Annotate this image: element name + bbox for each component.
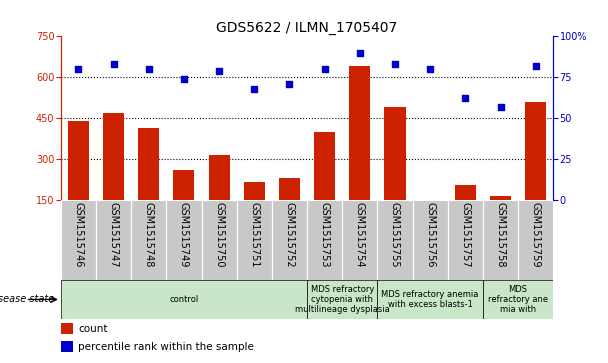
- Title: GDS5622 / ILMN_1705407: GDS5622 / ILMN_1705407: [216, 21, 398, 35]
- Point: [179, 76, 188, 82]
- Bar: [279, 178, 300, 240]
- Bar: [201, 200, 237, 280]
- Bar: [61, 341, 73, 352]
- Bar: [138, 127, 159, 240]
- Bar: [307, 280, 378, 319]
- Bar: [103, 113, 124, 240]
- Bar: [237, 200, 272, 280]
- Bar: [131, 200, 167, 280]
- Bar: [525, 102, 546, 240]
- Point: [496, 104, 505, 110]
- Bar: [447, 200, 483, 280]
- Text: GSM1515748: GSM1515748: [143, 202, 154, 268]
- Bar: [384, 107, 406, 240]
- Point: [214, 68, 224, 73]
- Bar: [455, 185, 476, 240]
- Bar: [413, 200, 447, 280]
- Point: [109, 61, 119, 67]
- Text: MDS refractory
cytopenia with
multilineage dysplasia: MDS refractory cytopenia with multilinea…: [295, 285, 390, 314]
- Text: GSM1515746: GSM1515746: [74, 202, 83, 268]
- Bar: [342, 200, 378, 280]
- Bar: [483, 280, 553, 319]
- Text: GSM1515759: GSM1515759: [531, 202, 541, 268]
- Bar: [209, 155, 230, 240]
- Bar: [420, 200, 441, 240]
- Bar: [518, 200, 553, 280]
- Text: GSM1515752: GSM1515752: [285, 202, 294, 268]
- Text: GSM1515747: GSM1515747: [109, 202, 119, 268]
- Bar: [490, 196, 511, 240]
- Point: [355, 50, 365, 56]
- Bar: [378, 200, 413, 280]
- Text: GSM1515751: GSM1515751: [249, 202, 259, 268]
- Bar: [483, 200, 518, 280]
- Text: GSM1515758: GSM1515758: [496, 202, 505, 268]
- Point: [249, 86, 259, 91]
- Text: percentile rank within the sample: percentile rank within the sample: [78, 342, 254, 352]
- Point: [285, 81, 294, 86]
- Bar: [349, 66, 370, 240]
- Text: GSM1515757: GSM1515757: [460, 202, 471, 268]
- Bar: [61, 200, 96, 280]
- Bar: [167, 200, 201, 280]
- Text: GSM1515753: GSM1515753: [320, 202, 330, 268]
- Point: [390, 61, 400, 67]
- Bar: [244, 182, 265, 240]
- Text: control: control: [169, 295, 199, 304]
- Bar: [61, 323, 73, 334]
- Bar: [272, 200, 307, 280]
- Bar: [173, 170, 195, 240]
- Text: disease state: disease state: [0, 294, 55, 305]
- Bar: [68, 121, 89, 240]
- Point: [460, 95, 470, 101]
- Bar: [61, 280, 307, 319]
- Bar: [96, 200, 131, 280]
- Point: [320, 66, 330, 72]
- Text: GSM1515756: GSM1515756: [425, 202, 435, 268]
- Text: GSM1515754: GSM1515754: [355, 202, 365, 268]
- Point: [74, 66, 83, 72]
- Text: GSM1515749: GSM1515749: [179, 202, 189, 268]
- Bar: [307, 200, 342, 280]
- Bar: [378, 280, 483, 319]
- Text: MDS
refractory ane
mia with: MDS refractory ane mia with: [488, 285, 548, 314]
- Text: count: count: [78, 323, 108, 334]
- Point: [425, 66, 435, 72]
- Text: GSM1515755: GSM1515755: [390, 202, 400, 268]
- Text: MDS refractory anemia
with excess blasts-1: MDS refractory anemia with excess blasts…: [381, 290, 479, 309]
- Text: GSM1515750: GSM1515750: [214, 202, 224, 268]
- Bar: [314, 131, 335, 240]
- Point: [144, 66, 154, 72]
- Point: [531, 63, 541, 69]
